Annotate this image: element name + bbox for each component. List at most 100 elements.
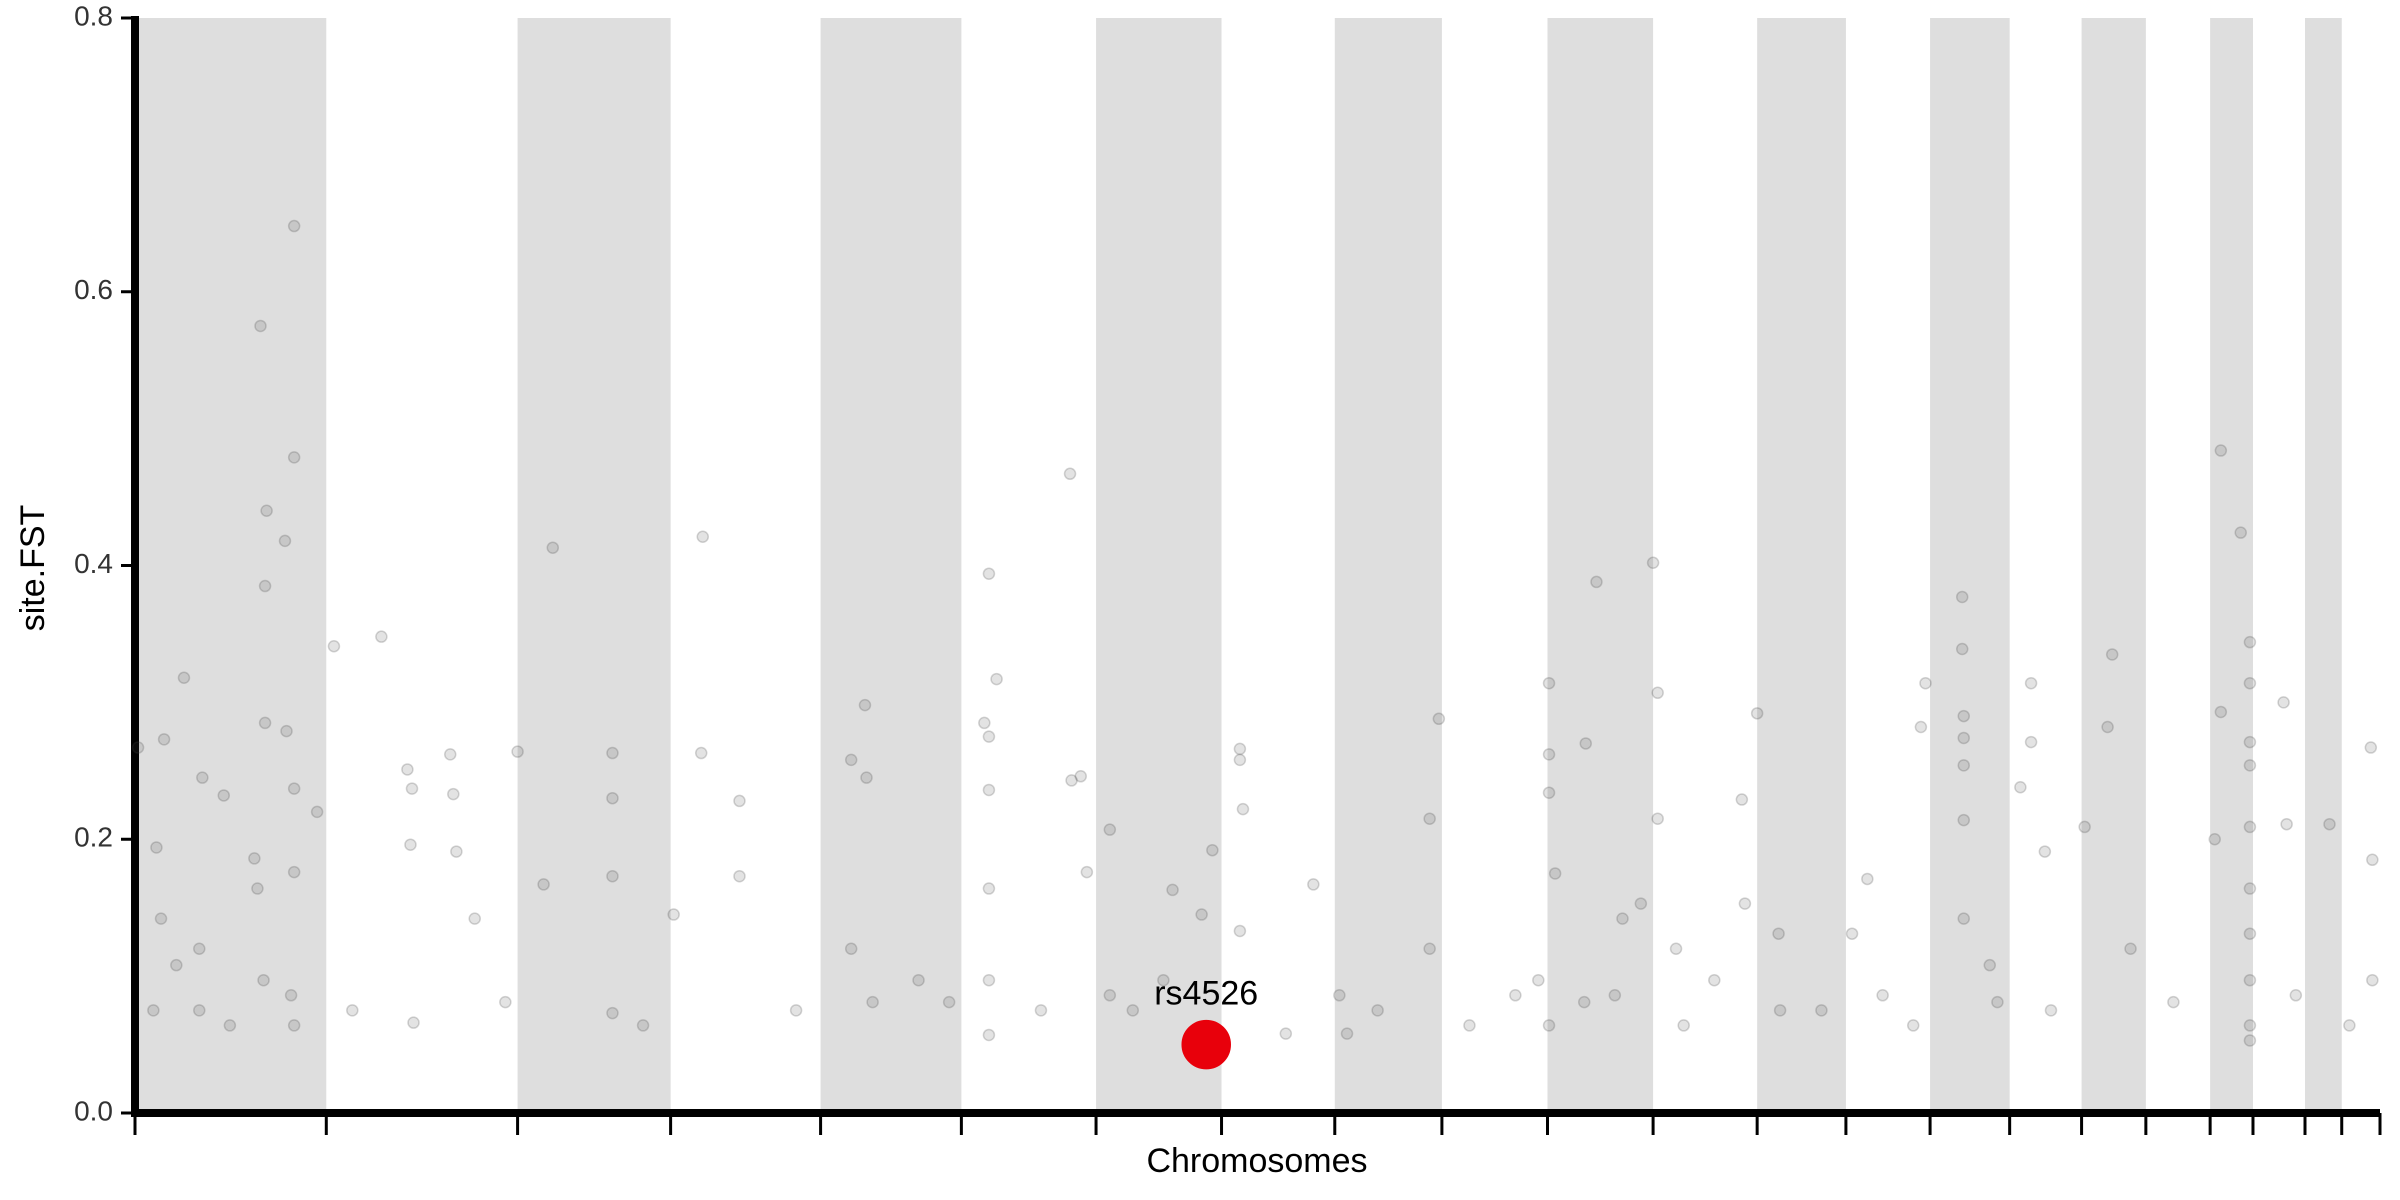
snp-point (1423, 942, 1436, 955)
snp-point (1206, 843, 1219, 857)
snp-point (1432, 712, 1446, 726)
snp-point (327, 640, 341, 653)
y-tick-label: 0.2 (74, 822, 113, 853)
snp-point (2234, 526, 2247, 539)
snp-point (1509, 989, 1522, 1002)
snp-point (511, 745, 524, 758)
snp-point (2289, 989, 2303, 1002)
snp-point (131, 741, 145, 754)
snp-point (1340, 1027, 1354, 1040)
snp-point (1371, 1004, 1384, 1017)
snp-point (1063, 467, 1077, 481)
snp-point (2101, 720, 2114, 734)
highlight-label: rs4526 (1154, 975, 1258, 1013)
snp-point (1750, 707, 1764, 720)
snp-point (2243, 927, 2257, 940)
snp-point (1236, 802, 1250, 816)
snp-point (1876, 989, 1889, 1002)
axes: 0.0 0.2 0.4 0.6 0.8 (74, 0, 2382, 1135)
snp-point (733, 794, 746, 808)
snp-point (257, 973, 270, 987)
snp-point (404, 838, 417, 851)
snp-point (1646, 556, 1660, 570)
snp-point (1955, 590, 1969, 604)
snp-point (1957, 759, 1970, 772)
snp-point (1542, 676, 1556, 690)
snp-point (287, 782, 301, 795)
snp-point (177, 671, 191, 684)
snp-point (251, 882, 264, 895)
snp-point (1423, 812, 1436, 825)
chromosome-band (1334, 18, 1442, 1113)
snp-point (278, 534, 292, 548)
snp-point (450, 845, 463, 858)
snp-point (1590, 575, 1603, 589)
snp-point (982, 1028, 996, 1042)
snp-point (1542, 1019, 1556, 1032)
snp-point (982, 973, 996, 987)
snp-point (1991, 995, 2004, 1009)
snp-point (1233, 742, 1247, 756)
snp-point (1195, 908, 1208, 921)
chromosome-band (2305, 18, 2342, 1113)
y-tick-label: 0.0 (74, 1095, 113, 1126)
x-axis-title: Chromosomes (1146, 1142, 1367, 1180)
snp-point (150, 841, 163, 854)
snp-point (1957, 709, 1970, 723)
snp-point (2105, 648, 2119, 661)
snp-point (2243, 1034, 2257, 1047)
snp-point (1103, 823, 1117, 836)
chromosome-band (1547, 18, 1654, 1113)
snp-point (170, 958, 183, 972)
snp-point (2243, 1019, 2257, 1032)
snp-point (694, 746, 708, 760)
snp-point (1542, 748, 1556, 761)
snp-point (858, 698, 872, 712)
snp-point (287, 865, 301, 879)
snp-point (248, 852, 261, 865)
snp-point (2243, 635, 2257, 649)
snp-point (2277, 696, 2290, 709)
snp-point (2323, 817, 2336, 831)
snp-point (537, 878, 550, 891)
snp-point (1034, 1004, 1048, 1017)
snp-point (1532, 973, 1545, 987)
snp-point (2044, 1004, 2058, 1017)
snp-point (789, 1004, 803, 1017)
snp-point (1065, 774, 1078, 787)
snp-point (860, 771, 873, 784)
snp-point (606, 746, 619, 760)
snp-point (982, 882, 996, 895)
snp-point (733, 869, 746, 883)
highlight-point (1181, 1019, 1231, 1070)
snp-point (606, 791, 619, 805)
snp-point (401, 763, 414, 776)
snp-point (280, 724, 293, 738)
snp-point (1919, 676, 1932, 690)
y-tick-label: 0.8 (74, 0, 113, 31)
snp-point (2280, 817, 2293, 831)
snp-point (287, 451, 301, 464)
snp-point (147, 1004, 160, 1017)
snp-point (2024, 735, 2038, 749)
snp-point (1074, 770, 1087, 783)
snp-point (2014, 780, 2027, 794)
y-axis-title: site.FST (14, 505, 52, 632)
snp-point (696, 530, 710, 544)
snp-point (1126, 1004, 1140, 1017)
snp-point (1983, 958, 1997, 972)
snp-point (157, 733, 171, 746)
snp-point (258, 579, 272, 593)
snp-point (844, 942, 858, 955)
snp-point (258, 716, 272, 730)
snp-point (1772, 927, 1785, 940)
snp-point (405, 782, 419, 795)
snp-point (2214, 444, 2228, 457)
snp-point (2124, 942, 2137, 955)
snp-point (546, 541, 560, 554)
snp-point (990, 672, 1003, 686)
snp-point (2243, 759, 2257, 772)
snp-point (1815, 1004, 1828, 1017)
